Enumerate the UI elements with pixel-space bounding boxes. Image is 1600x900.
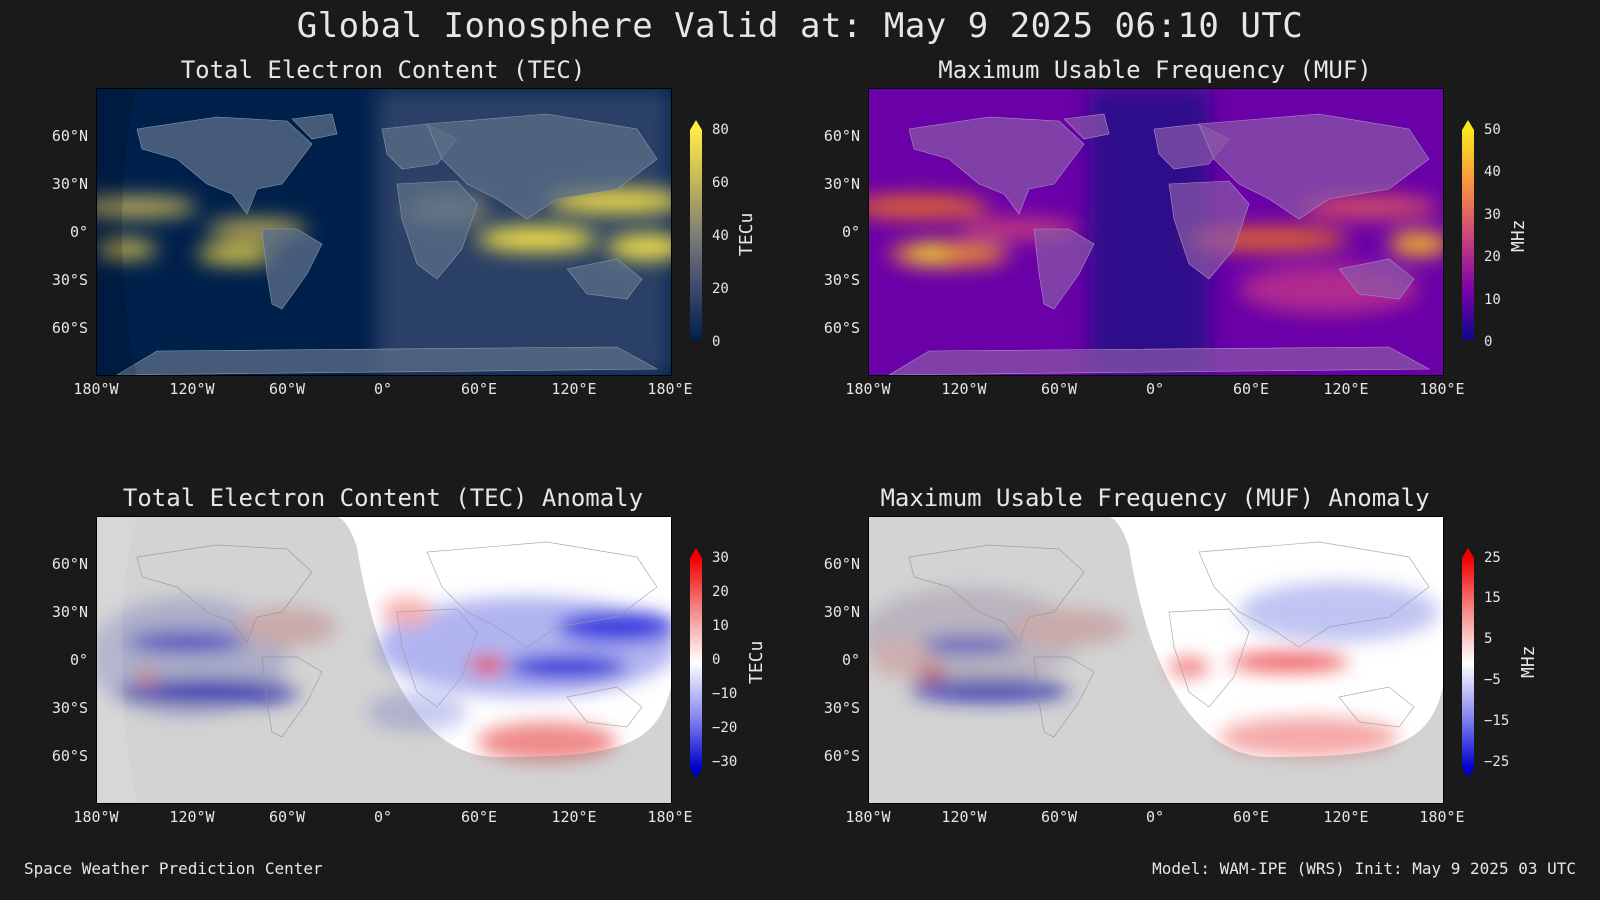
lat-tick-label: 60°S [823,319,860,337]
tec-colorbar-arrow [690,120,702,130]
tec-cbar-tick: 40 [712,228,729,244]
lon-tick-label: 120°E [1323,808,1369,826]
lat-tick-label: 60°S [51,747,88,765]
lon-tick-label: 0° [1145,380,1165,398]
lon-tick-label: 120°W [941,380,987,398]
lon-tick-label: 60°W [268,380,306,398]
lon-tick-label: 60°E [1232,808,1270,826]
tec-anomaly-cbar-tick: 20 [712,584,729,600]
tec-cbar-tick: 0 [712,334,721,350]
muf-colorbar-arrow [1462,120,1474,130]
tec-anomaly-colorbar [690,558,702,768]
lat-tick-label: 30°S [51,699,88,717]
tec-anomaly-colorbar-label: TECu [746,640,767,684]
lon-tick-label: 180°W [845,808,891,826]
lon-tick-label: 0° [373,808,393,826]
lat-tick-label: 0° [69,223,88,241]
muf-anomaly-cbar-tick: −15 [1484,713,1510,729]
lon-tick-label: 120°E [551,380,597,398]
lon-tick-label: 180°E [647,808,693,826]
lon-tick-label: 180°E [1419,380,1465,398]
lat-tick-label: 30°N [823,175,860,193]
lon-tick-label: 120°W [941,808,987,826]
footer-source: Space Weather Prediction Center [24,859,323,878]
lon-tick-label: 60°E [1232,380,1270,398]
tec-anomaly-panel-title: Total Electron Content (TEC) Anomaly [122,484,644,512]
lon-tick-label: 180°W [73,808,119,826]
muf-cbar-tick: 0 [1484,334,1493,350]
muf-cbar-tick: 40 [1484,164,1501,180]
lat-tick-label: 60°S [51,319,88,337]
lon-tick-label: 120°E [1323,380,1369,398]
lat-tick-label: 60°N [51,127,88,145]
tec-panel-title: Total Electron Content (TEC) [180,56,586,84]
muf-panel-title: Maximum Usable Frequency (MUF) [938,56,1372,84]
muf-cbar-tick: 20 [1484,249,1501,265]
tec-anomaly-cbar-tick: −30 [712,754,738,770]
tec-anomaly-cbar-tick: −20 [712,720,738,736]
lon-tick-label: 0° [373,380,393,398]
page-title: Global Ionosphere Valid at: May 9 2025 0… [296,6,1304,46]
muf-cbar-tick: 30 [1484,207,1501,223]
lon-tick-label: 60°W [1040,380,1078,398]
muf-anomaly-cbar-tick: −5 [1484,672,1501,688]
lat-tick-label: 0° [841,223,860,241]
muf-anomaly-arrow-up [1462,548,1474,558]
lon-tick-label: 180°W [845,380,891,398]
muf-anomaly-cbar-tick: −25 [1484,754,1510,770]
footer-model-info: Model: WAM-IPE (WRS) Init: May 9 2025 03… [1152,859,1576,878]
muf-anomaly-cbar-tick: 15 [1484,590,1501,606]
muf-anomaly-cbar-tick: 5 [1484,631,1493,647]
lon-tick-label: 60°E [460,808,498,826]
tec-anomaly-cbar-tick: 30 [712,550,729,566]
muf-colorbar [1462,130,1474,340]
lon-tick-label: 60°W [268,808,306,826]
tec-colorbar-label: TECu [736,212,757,256]
lon-tick-label: 120°E [551,808,597,826]
tec-anomaly-cbar-tick: 0 [712,652,721,668]
lat-tick-label: 30°N [51,603,88,621]
muf-anomaly-panel-title: Maximum Usable Frequency (MUF) Anomaly [880,484,1430,512]
muf-anomaly-cbar-tick: 25 [1484,550,1501,566]
muf-cbar-tick: 10 [1484,292,1501,308]
lon-tick-label: 180°W [73,380,119,398]
muf-anomaly-map [868,516,1444,804]
lat-tick-label: 0° [69,651,88,669]
lat-tick-label: 60°S [823,747,860,765]
lat-tick-label: 30°S [823,699,860,717]
tec-cbar-tick: 60 [712,175,729,191]
lon-tick-label: 0° [1145,808,1165,826]
muf-anomaly-arrow-down [1462,768,1474,778]
tec-colorbar [690,130,702,340]
lon-tick-label: 120°W [169,380,215,398]
tec-cbar-tick: 80 [712,122,729,138]
tec-anomaly-arrow-down [690,768,702,778]
tec-anomaly-cbar-tick: 10 [712,618,729,634]
tec-anomaly-map [96,516,672,804]
lat-tick-label: 30°N [823,603,860,621]
tec-map [96,88,672,376]
lon-tick-label: 60°W [1040,808,1078,826]
tec-anomaly-arrow-up [690,548,702,558]
muf-colorbar-label: MHz [1508,219,1529,252]
muf-anomaly-colorbar [1462,558,1474,768]
lon-tick-label: 180°E [1419,808,1465,826]
lat-tick-label: 30°S [51,271,88,289]
lon-tick-label: 180°E [647,380,693,398]
lon-tick-label: 120°W [169,808,215,826]
lat-tick-label: 30°S [823,271,860,289]
muf-anomaly-colorbar-label: MHz [1518,645,1539,678]
lat-tick-label: 30°N [51,175,88,193]
lat-tick-label: 0° [841,651,860,669]
muf-cbar-tick: 50 [1484,122,1501,138]
tec-anomaly-cbar-tick: −10 [712,686,738,702]
lat-tick-label: 60°N [823,127,860,145]
lat-tick-label: 60°N [823,555,860,573]
muf-map [868,88,1444,376]
lat-tick-label: 60°N [51,555,88,573]
tec-cbar-tick: 20 [712,281,729,297]
lon-tick-label: 60°E [460,380,498,398]
